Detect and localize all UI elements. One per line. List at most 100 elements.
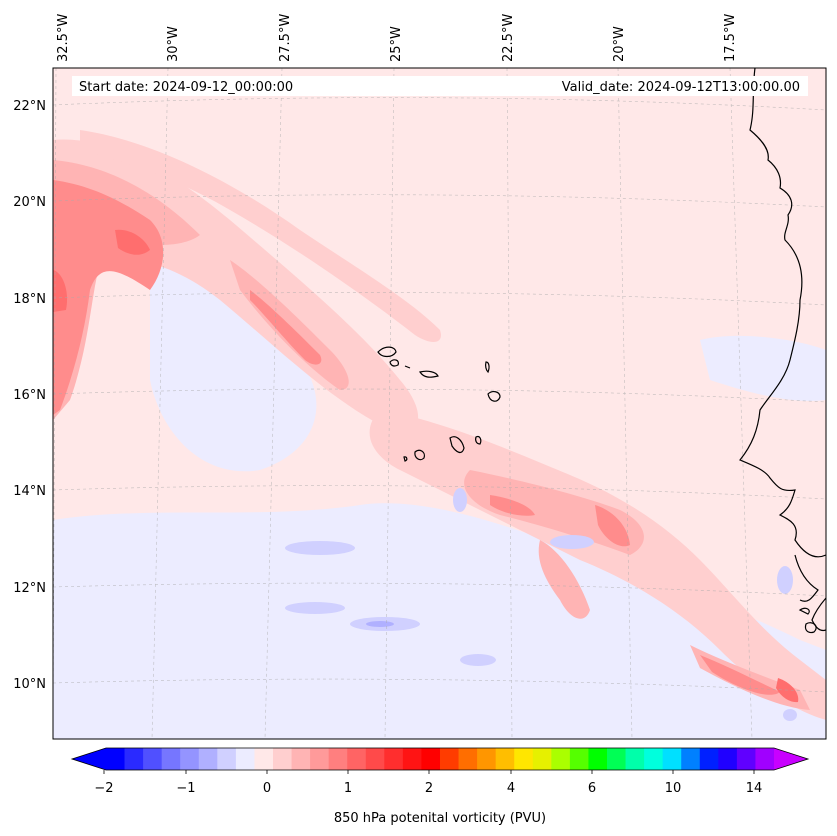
info-bar-background xyxy=(72,76,808,96)
pos-filament-strong xyxy=(250,290,322,365)
colorbar-segment xyxy=(161,748,181,770)
lon-label: 32.5°W xyxy=(56,14,71,62)
colorbar-segment xyxy=(607,748,626,770)
colorbar-segment xyxy=(421,748,441,770)
neg-zone-south xyxy=(53,503,826,739)
colorbar-segment xyxy=(532,748,552,770)
cb-tick-label: 10 xyxy=(665,781,682,796)
island-bijagos-1 xyxy=(798,607,810,615)
island-boa-vista xyxy=(487,391,501,402)
colorbar-segment xyxy=(291,748,311,770)
cb-tick-label: 14 xyxy=(746,781,763,796)
colorbar-segment xyxy=(458,748,478,770)
island-santo-antao xyxy=(377,346,397,358)
colorbar-segment xyxy=(143,748,163,770)
parallel-16n xyxy=(53,388,826,403)
colorbar-segment xyxy=(180,748,200,770)
meridian-27-5w xyxy=(264,68,283,739)
map-frame xyxy=(52,67,827,740)
neg-blob-5 xyxy=(550,535,594,549)
colorbar-segment xyxy=(736,748,756,770)
cb-tick-label: 2 xyxy=(425,781,433,796)
neg-blob-7 xyxy=(777,566,793,594)
island-santa-luzia xyxy=(404,365,411,369)
valid-date-text: Valid_date: 2024-09-12T13:00:00.00 xyxy=(562,80,800,95)
colorbar-under-arrow xyxy=(72,748,106,770)
colorbar-over-arrow xyxy=(774,748,808,770)
colorbar-segment xyxy=(235,748,255,770)
pos-filament-upper xyxy=(80,130,441,342)
colorbar-segment xyxy=(384,748,404,770)
colorbar-segment xyxy=(273,748,292,770)
parallel-22n xyxy=(53,97,826,111)
neg-blob-1 xyxy=(285,541,355,555)
longitude-labels: 32.5°W 30°W 27.5°W 25°W 22.5°W 20°W 17.5… xyxy=(56,14,738,62)
neg-blob-9 xyxy=(366,621,394,627)
island-sao-nicolau xyxy=(419,370,439,378)
pos-band-se-mid3 xyxy=(690,645,810,710)
lat-label: 14°N xyxy=(13,484,46,499)
pos-band-se-strong xyxy=(595,505,630,547)
cb-tick-label: 1 xyxy=(344,781,352,796)
colorbar-segment xyxy=(477,748,497,770)
neg-blob-2 xyxy=(285,602,345,614)
lat-label: 12°N xyxy=(13,581,46,596)
island-fogo xyxy=(414,449,425,461)
lat-label: 18°N xyxy=(13,292,46,307)
meridian-17-5w xyxy=(729,68,753,739)
lat-label: 22°N xyxy=(13,99,46,114)
cb-tick-label: 0 xyxy=(263,781,271,796)
neg-blob-4 xyxy=(460,654,496,666)
colorbar-segment xyxy=(440,748,459,770)
neg-zone-east xyxy=(700,335,826,401)
parallel-10n xyxy=(53,678,826,693)
parallel-14n xyxy=(53,485,826,500)
coast-guinea-bissau xyxy=(794,554,826,632)
lon-label: 22.5°W xyxy=(501,14,516,62)
lon-label: 17.5°W xyxy=(723,14,738,62)
colorbar-segment xyxy=(644,748,664,770)
latitude-labels: 22°N 20°N 18°N 16°N 14°N 12°N 10°N xyxy=(13,99,46,692)
colorbar-segment xyxy=(495,748,515,770)
neg-blob-6 xyxy=(453,488,467,512)
colorbar-segment xyxy=(718,748,738,770)
colorbar-title: 850 hPa potenital vorticity (PVU) xyxy=(334,811,546,826)
colorbar-segment xyxy=(365,748,385,770)
cb-tick-label: −2 xyxy=(94,781,113,796)
lat-label: 10°N xyxy=(13,677,46,692)
cb-tick-label: −1 xyxy=(176,781,195,796)
pos-band-se-mid xyxy=(464,470,644,555)
colorbar-segment xyxy=(217,748,237,770)
colorbar-ticks xyxy=(103,770,755,774)
colorbar: −2 −1 0 1 2 4 6 10 14 850 hPa potenital … xyxy=(70,747,810,826)
neg-zone-west xyxy=(150,258,317,472)
meridian-25w xyxy=(384,68,395,739)
island-maio xyxy=(475,435,482,445)
island-brava xyxy=(403,456,408,462)
island-santiago xyxy=(449,436,465,454)
pv-field xyxy=(53,130,826,739)
lon-label: 27.5°W xyxy=(278,14,293,62)
colorbar-segment xyxy=(402,748,422,770)
colorbar-segment xyxy=(254,748,274,770)
cb-tick-label: 6 xyxy=(588,781,596,796)
colorbar-outline xyxy=(70,747,810,771)
colorbar-segment xyxy=(569,748,589,770)
meridian-30w xyxy=(151,68,169,739)
parallel-18n xyxy=(53,292,826,306)
colorbar-segment xyxy=(588,748,608,770)
africa-coastline xyxy=(739,68,826,558)
colorbar-segment xyxy=(310,748,330,770)
neg-blob-8 xyxy=(783,709,797,721)
neg-zone-southwest xyxy=(53,598,112,720)
colorbar-segment xyxy=(755,748,775,770)
colorbar-segments xyxy=(106,748,775,770)
lat-label: 16°N xyxy=(13,388,46,403)
meridian-22-5w xyxy=(506,68,513,739)
colorbar-segment xyxy=(699,748,719,770)
island-bijagos-2 xyxy=(804,622,817,634)
parallel-12n xyxy=(53,582,826,597)
colorbar-segment xyxy=(106,748,125,770)
island-sao-vicente xyxy=(389,359,399,367)
